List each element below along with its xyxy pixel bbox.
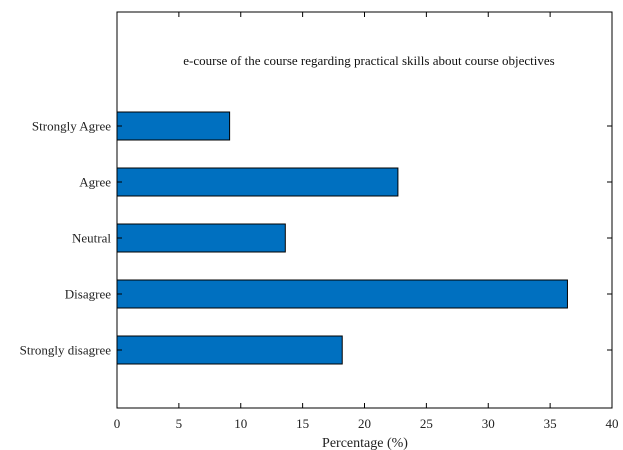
x-tick-label: 10 — [234, 416, 247, 431]
x-tick-label: 30 — [482, 416, 495, 431]
x-axis-label: Percentage (%) — [322, 436, 408, 450]
x-tick-label: 15 — [296, 416, 309, 431]
ticks-layer: Strongly Agree Agree Neutral Disagree Strong… — [20, 12, 619, 431]
y-tick-label: Strongly disagree — [20, 343, 112, 358]
x-tick-label: 0 — [114, 416, 121, 431]
x-tick-label: 5 — [176, 416, 183, 431]
bar-neutral — [116, 223, 286, 253]
x-tick-label: 35 — [544, 416, 557, 431]
bar-strongly-agree — [116, 111, 231, 141]
chart-title: e-course of the course regarding practic… — [183, 53, 554, 68]
y-tick-label: Agree — [79, 175, 111, 190]
y-tick-label: Strongly Agree — [32, 119, 111, 134]
bar-strongly-disagree — [116, 335, 343, 365]
x-tick-label: 20 — [358, 416, 371, 431]
x-tick-label: 40 — [606, 416, 619, 431]
x-tick-label: 25 — [420, 416, 433, 431]
bars-layer — [116, 111, 568, 365]
bar-agree — [116, 167, 399, 197]
y-tick-label: Disagree — [65, 287, 111, 302]
y-tick-label: Neutral — [72, 231, 111, 246]
bar-disagree — [116, 279, 568, 309]
